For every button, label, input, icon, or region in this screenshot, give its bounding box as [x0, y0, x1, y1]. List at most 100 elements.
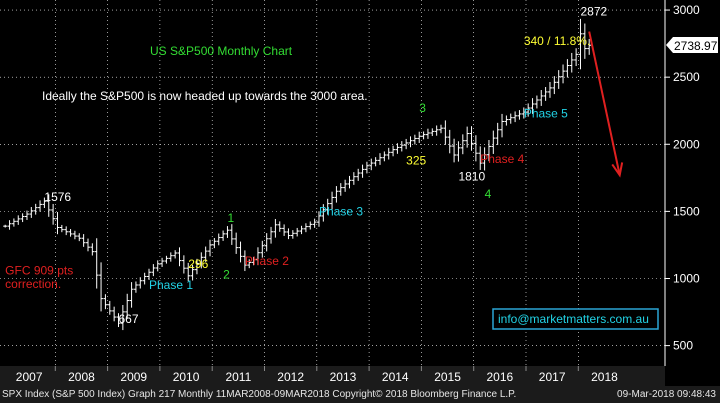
ohlc-bar — [247, 259, 252, 269]
ohlc-bar — [408, 136, 413, 148]
ohlc-bar — [38, 200, 43, 212]
ohlc-bar — [382, 151, 387, 162]
ohlc-bar — [269, 226, 274, 244]
ohlc-bar — [286, 228, 291, 240]
price-tick-label: 2500 — [673, 70, 700, 84]
ohlc-bar — [64, 226, 69, 236]
ohlc-bar — [430, 128, 435, 137]
annotation-label: GFC 909 pts — [5, 263, 73, 277]
watermark: info@marketmatters.com.au — [492, 308, 659, 330]
ohlc-bar — [425, 128, 430, 139]
ohlc-bar — [81, 234, 86, 247]
last-price-tag — [666, 37, 718, 53]
footer-source: SPX Index (S&P 500 Index) Graph 217 Mont… — [2, 389, 517, 400]
ohlc-bar — [561, 64, 566, 84]
ohlc-bar — [103, 294, 108, 310]
year-label: 2013 — [330, 370, 357, 384]
ohlc-bar — [447, 129, 452, 154]
last-price-label: 2738.97 — [666, 37, 718, 53]
year-label: 2015 — [434, 370, 461, 384]
ohlc-bar — [552, 76, 557, 95]
ohlc-bar — [72, 230, 77, 240]
ohlc-bar — [85, 238, 90, 252]
ohlc-bar — [439, 124, 444, 134]
ohlc-bar — [147, 268, 152, 280]
price-tick-label: 3000 — [673, 3, 700, 17]
ohlc-bar — [203, 246, 208, 262]
ohlc-bar — [221, 230, 226, 241]
ohlc-bar — [469, 126, 474, 151]
annotation-label: Phase 1 — [149, 278, 193, 292]
ohlc-bar — [208, 239, 213, 257]
ohlc-bar — [260, 240, 265, 258]
ohlc-bar — [194, 258, 199, 275]
year-label: 2010 — [173, 370, 200, 384]
ohlc-bar — [351, 172, 356, 185]
ohlc-bar — [116, 313, 121, 328]
ohlc-bar — [373, 157, 378, 167]
ohlc-bar — [155, 260, 160, 272]
ohlc-bar — [181, 255, 186, 274]
ohlc-bar — [177, 247, 182, 267]
ohlc-bar — [46, 194, 51, 217]
annotation-label: 2872 — [580, 4, 607, 18]
ohlc-bar — [421, 131, 426, 140]
ohlc-bar — [216, 233, 221, 246]
ohlc-bar — [133, 281, 138, 293]
year-label: 2017 — [539, 370, 566, 384]
annotation-label: 325 — [406, 153, 426, 167]
ohlc-bar — [491, 130, 496, 154]
ohlc-bar — [264, 233, 269, 252]
ohlc-bar — [521, 107, 526, 119]
year-label: 2007 — [16, 370, 43, 384]
ohlc-bar — [42, 197, 47, 209]
ohlc-bar — [59, 224, 64, 233]
year-label: 2008 — [68, 370, 95, 384]
ohlc-bar — [434, 125, 439, 136]
chart-title: US S&P500 Monthly Chart — [150, 44, 293, 58]
ohlc-bar — [500, 113, 505, 138]
ohlc-bar — [299, 225, 304, 235]
arrow-shaft — [588, 31, 621, 176]
ohlc-bar — [556, 70, 561, 89]
price-tick-label: 1000 — [673, 271, 700, 285]
ohlc-bar — [338, 183, 343, 196]
ohlc-bar — [412, 134, 417, 145]
arrow-head — [611, 162, 624, 178]
ohlc-bar — [20, 213, 25, 223]
annotation-label: 296 — [188, 257, 208, 271]
annotation-label: 2 — [223, 267, 230, 281]
ohlc-bar — [234, 232, 239, 254]
ohlc-bar — [151, 264, 156, 277]
ohlc-bar — [7, 220, 12, 230]
ohlc-bar — [473, 135, 478, 162]
ohlc-bar — [347, 175, 352, 189]
ohlc-bar — [282, 224, 287, 236]
last-price-value: 2738.97 — [674, 39, 718, 53]
ohlc-bar — [142, 272, 147, 285]
ohlc-bar — [173, 250, 178, 259]
ohlc-bar — [199, 252, 204, 269]
footer-timestamp: 09-Mar-2018 09:48:43 — [617, 389, 716, 400]
ohlc-bar — [508, 113, 513, 124]
price-bars — [3, 18, 592, 331]
ohlc-bar — [160, 257, 165, 267]
year-label: 2016 — [486, 370, 513, 384]
ohlc-bar — [543, 87, 548, 101]
ohlc-bar — [125, 293, 130, 319]
annotation-label: Phase 4 — [480, 152, 524, 166]
year-label: 2018 — [591, 370, 618, 384]
ohlc-bar — [112, 306, 117, 322]
annotation-label: 1576 — [44, 190, 71, 204]
annotation-label: 340 / 11.8%. — [524, 34, 591, 48]
ohlc-bar — [364, 161, 369, 174]
ohlc-bar — [443, 120, 448, 145]
ohlc-bar — [24, 210, 29, 220]
ohlc-bar — [478, 146, 483, 170]
year-axis-strip — [0, 366, 665, 386]
year-label: 2009 — [120, 370, 147, 384]
ohlc-bar — [51, 203, 56, 225]
ohlc-bar — [587, 38, 592, 55]
